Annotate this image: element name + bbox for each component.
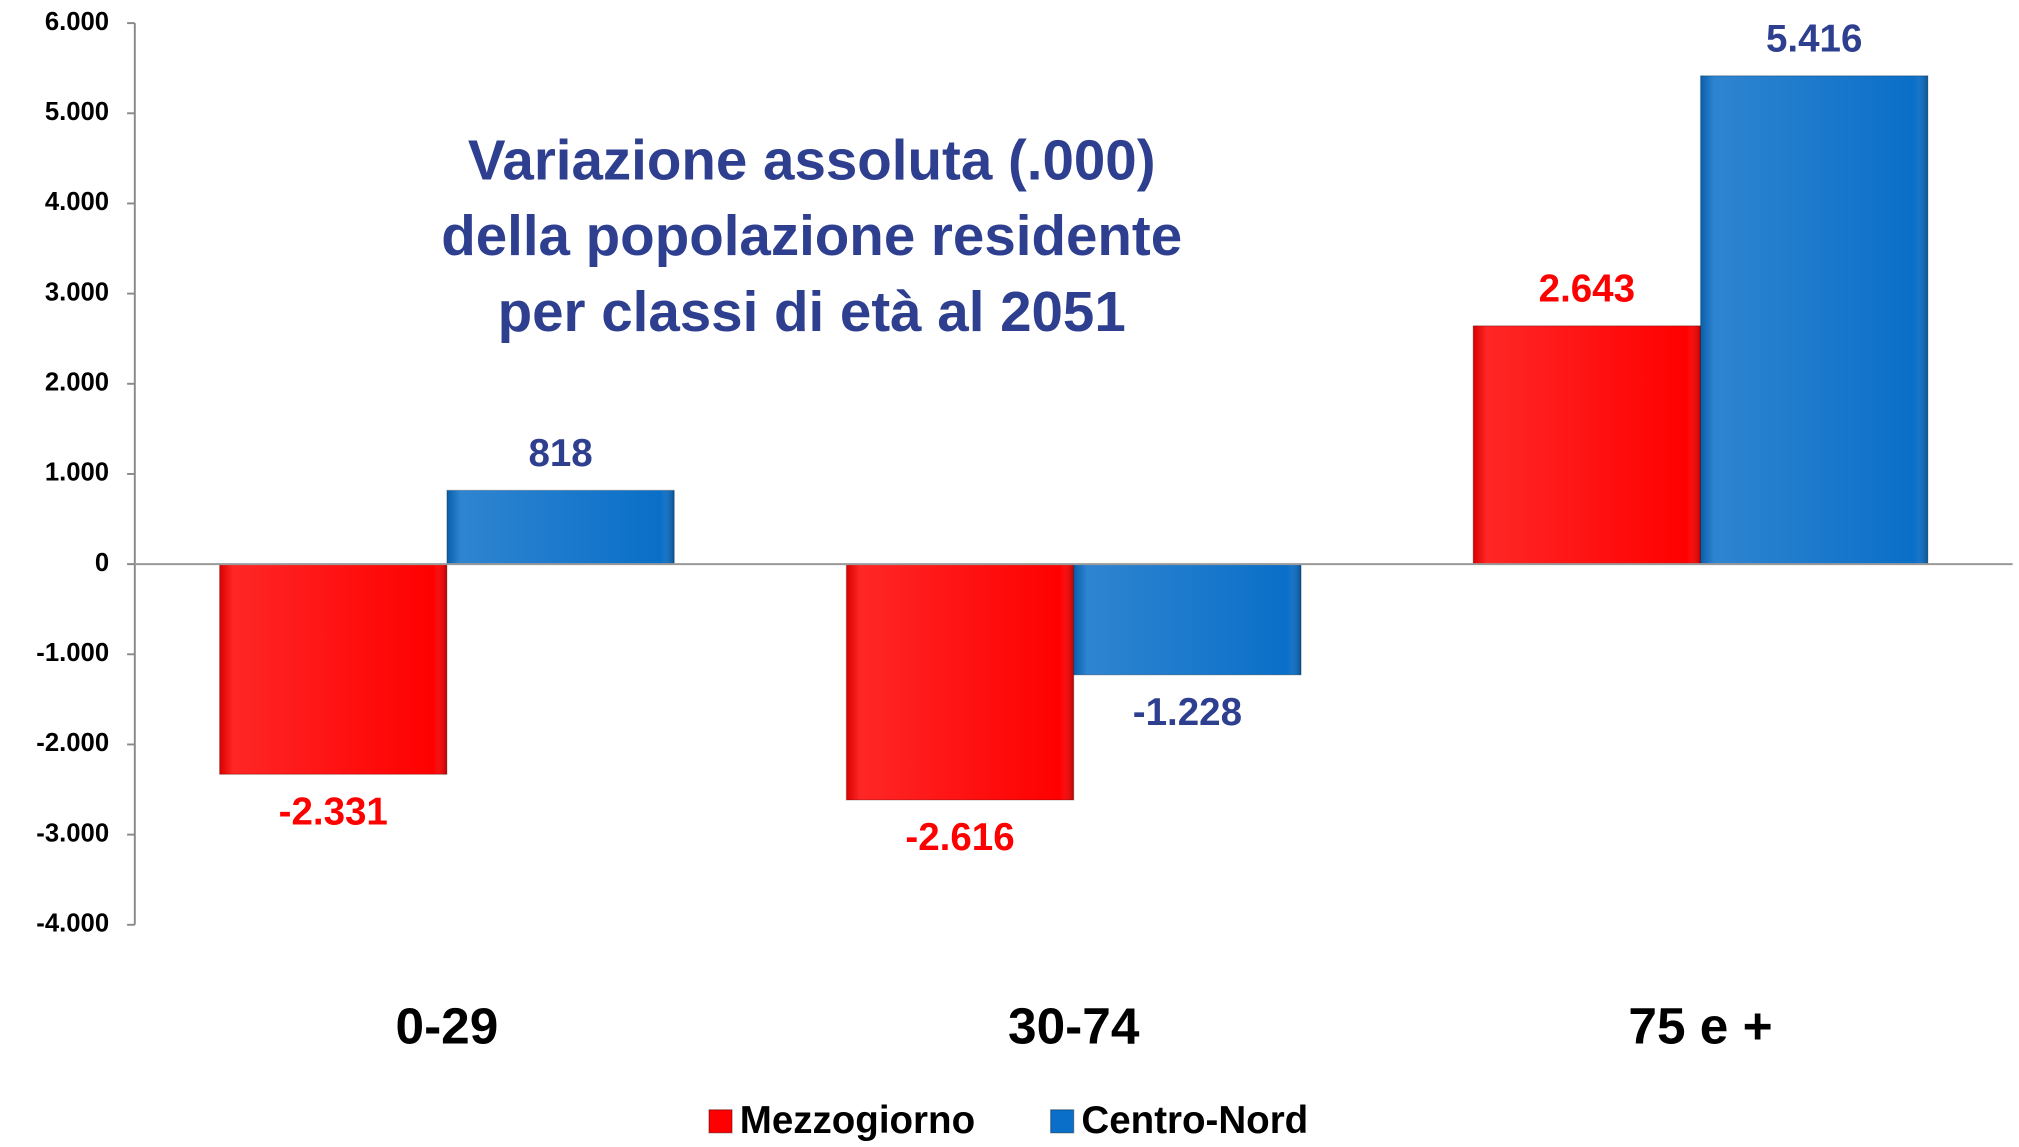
- bar-shade: [446, 489, 675, 565]
- value-label: 818: [528, 432, 592, 475]
- chart-title: Variazione assoluta (.000) della popolazi…: [441, 128, 1182, 343]
- y-tick-label: 5.000: [45, 98, 109, 126]
- bar-shade: [1472, 325, 1702, 565]
- y-tick-label: 6.000: [45, 8, 109, 36]
- chart-title-line: della popolazione residente: [441, 204, 1182, 267]
- legend-swatch: [708, 1109, 733, 1134]
- x-tick-label: 0-29: [396, 997, 499, 1055]
- value-label: -1.228: [1133, 691, 1242, 734]
- legend-label: Mezzogiorno: [740, 1099, 975, 1142]
- y-tick-label: 1.000: [45, 459, 109, 487]
- y-tick-label: 4.000: [45, 188, 109, 216]
- y-tick-label: -4.000: [36, 910, 109, 938]
- value-label: 5.416: [1766, 17, 1862, 60]
- x-tick-label: 75 e +: [1628, 997, 1772, 1055]
- y-tick-label: 2.000: [45, 369, 109, 397]
- value-label: 2.643: [1539, 267, 1635, 310]
- y-tick-label: -2.000: [36, 729, 109, 757]
- value-label: -2.331: [279, 790, 388, 833]
- bar-shade: [218, 563, 448, 775]
- value-label: -2.616: [905, 816, 1014, 859]
- chart-title-line: Variazione assoluta (.000): [468, 128, 1156, 191]
- y-tick-label: 0: [95, 549, 109, 577]
- bar-shade: [845, 563, 1075, 801]
- y-tick-label: -1.000: [36, 639, 109, 667]
- bar-shade: [1073, 563, 1302, 676]
- legend-swatch: [1049, 1109, 1075, 1134]
- y-tick-label: 3.000: [45, 278, 109, 306]
- bar-shade: [1699, 75, 1929, 565]
- chart-title-line: per classi di età al 2051: [498, 280, 1126, 343]
- y-tick-label: -3.000: [36, 819, 109, 847]
- x-tick-label: 30-74: [1008, 997, 1140, 1055]
- legend-label: Centro-Nord: [1081, 1099, 1308, 1142]
